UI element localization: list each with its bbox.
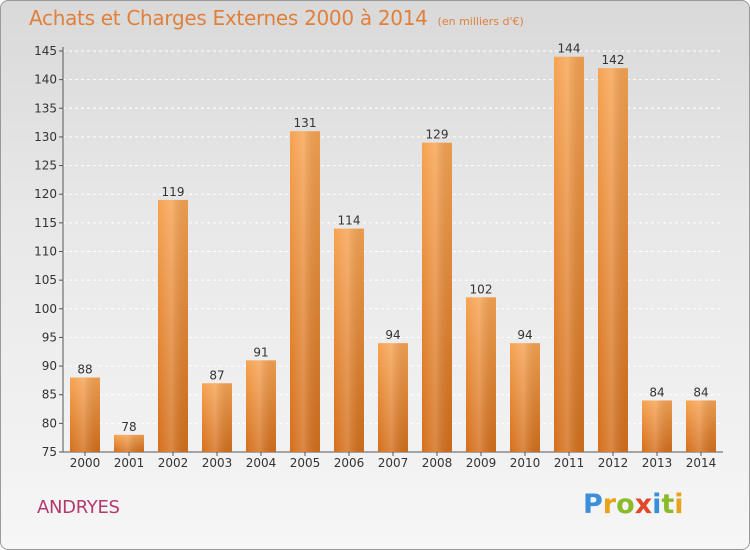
y-tick-label: 130 bbox=[34, 130, 57, 144]
bar-value-label: 94 bbox=[517, 328, 532, 342]
bar-highlight bbox=[334, 228, 364, 452]
chart-title: Achats et Charges Externes 2000 à 2014 (e… bbox=[29, 6, 524, 30]
bar-value-label: 84 bbox=[649, 385, 664, 399]
bar-value-label: 88 bbox=[77, 363, 92, 377]
x-tick-label: 2013 bbox=[642, 456, 673, 470]
y-tick-label: 95 bbox=[42, 330, 57, 344]
bar-highlight bbox=[466, 297, 496, 452]
logo-letter: o bbox=[616, 489, 635, 520]
y-tick-label: 135 bbox=[34, 101, 57, 115]
y-tick-label: 90 bbox=[42, 359, 57, 373]
bar-value-label: 91 bbox=[253, 345, 268, 359]
x-tick-label: 2014 bbox=[686, 456, 717, 470]
y-tick-label: 125 bbox=[34, 159, 57, 173]
y-tick-label: 105 bbox=[34, 273, 57, 287]
chart-subtitle: (en milliers d'€) bbox=[437, 15, 524, 28]
bar-highlight bbox=[378, 343, 408, 452]
bar-highlight bbox=[70, 377, 100, 452]
bar-value-label: 131 bbox=[294, 116, 317, 130]
bar-highlight bbox=[598, 68, 628, 452]
y-tick-label: 110 bbox=[34, 245, 57, 259]
bar-highlight bbox=[422, 142, 452, 452]
bar-highlight bbox=[202, 383, 232, 452]
bar-value-label: 78 bbox=[121, 420, 136, 434]
bar-highlight bbox=[114, 434, 144, 452]
logo-letter: t bbox=[661, 489, 675, 520]
y-tick-label: 120 bbox=[34, 187, 57, 201]
x-tick-label: 2012 bbox=[598, 456, 629, 470]
bar-highlight bbox=[246, 360, 276, 452]
commune-name: ANDRYES bbox=[37, 497, 120, 518]
x-tick-label: 2008 bbox=[422, 456, 453, 470]
logo-letter: P bbox=[583, 489, 603, 520]
x-tick-label: 2005 bbox=[290, 456, 321, 470]
bar-highlight bbox=[290, 131, 320, 452]
bar-value-label: 129 bbox=[426, 128, 449, 142]
bar-value-label: 119 bbox=[162, 185, 185, 199]
bar-highlight bbox=[642, 400, 672, 452]
y-tick-label: 145 bbox=[34, 44, 57, 58]
x-tick-label: 2004 bbox=[246, 456, 277, 470]
bar-value-label: 114 bbox=[338, 214, 361, 228]
bar-highlight bbox=[158, 199, 188, 452]
x-tick-label: 2003 bbox=[202, 456, 233, 470]
y-tick-label: 85 bbox=[42, 388, 57, 402]
logo-letter: x bbox=[634, 489, 653, 520]
x-tick-label: 2010 bbox=[510, 456, 541, 470]
bar-value-label: 144 bbox=[558, 42, 581, 56]
x-tick-label: 2009 bbox=[466, 456, 497, 470]
bar-highlight bbox=[510, 343, 540, 452]
bar-highlight bbox=[554, 56, 584, 452]
chart-title-text: Achats et Charges Externes 2000 à 2014 bbox=[29, 6, 428, 30]
bar-value-label: 87 bbox=[209, 368, 224, 382]
bar-value-label: 94 bbox=[385, 328, 400, 342]
y-tick-label: 115 bbox=[34, 216, 57, 230]
logo-letter: i bbox=[674, 489, 684, 520]
y-tick-label: 80 bbox=[42, 416, 57, 430]
bar-value-label: 84 bbox=[693, 385, 708, 399]
bar-value-label: 142 bbox=[602, 53, 625, 67]
x-tick-label: 2011 bbox=[554, 456, 585, 470]
x-tick-label: 2002 bbox=[158, 456, 189, 470]
y-tick-label: 75 bbox=[42, 445, 57, 459]
bar-highlight bbox=[686, 400, 716, 452]
bar-value-label: 102 bbox=[470, 282, 493, 296]
x-tick-label: 2007 bbox=[378, 456, 409, 470]
x-tick-label: 2001 bbox=[114, 456, 145, 470]
y-tick-label: 140 bbox=[34, 73, 57, 87]
x-tick-label: 2006 bbox=[334, 456, 365, 470]
proxiti-logo: Proxiti bbox=[583, 489, 684, 520]
x-tick-label: 2000 bbox=[70, 456, 101, 470]
logo-letter: r bbox=[602, 489, 617, 520]
logo-letter: i bbox=[652, 489, 662, 520]
y-tick-label: 100 bbox=[34, 302, 57, 316]
